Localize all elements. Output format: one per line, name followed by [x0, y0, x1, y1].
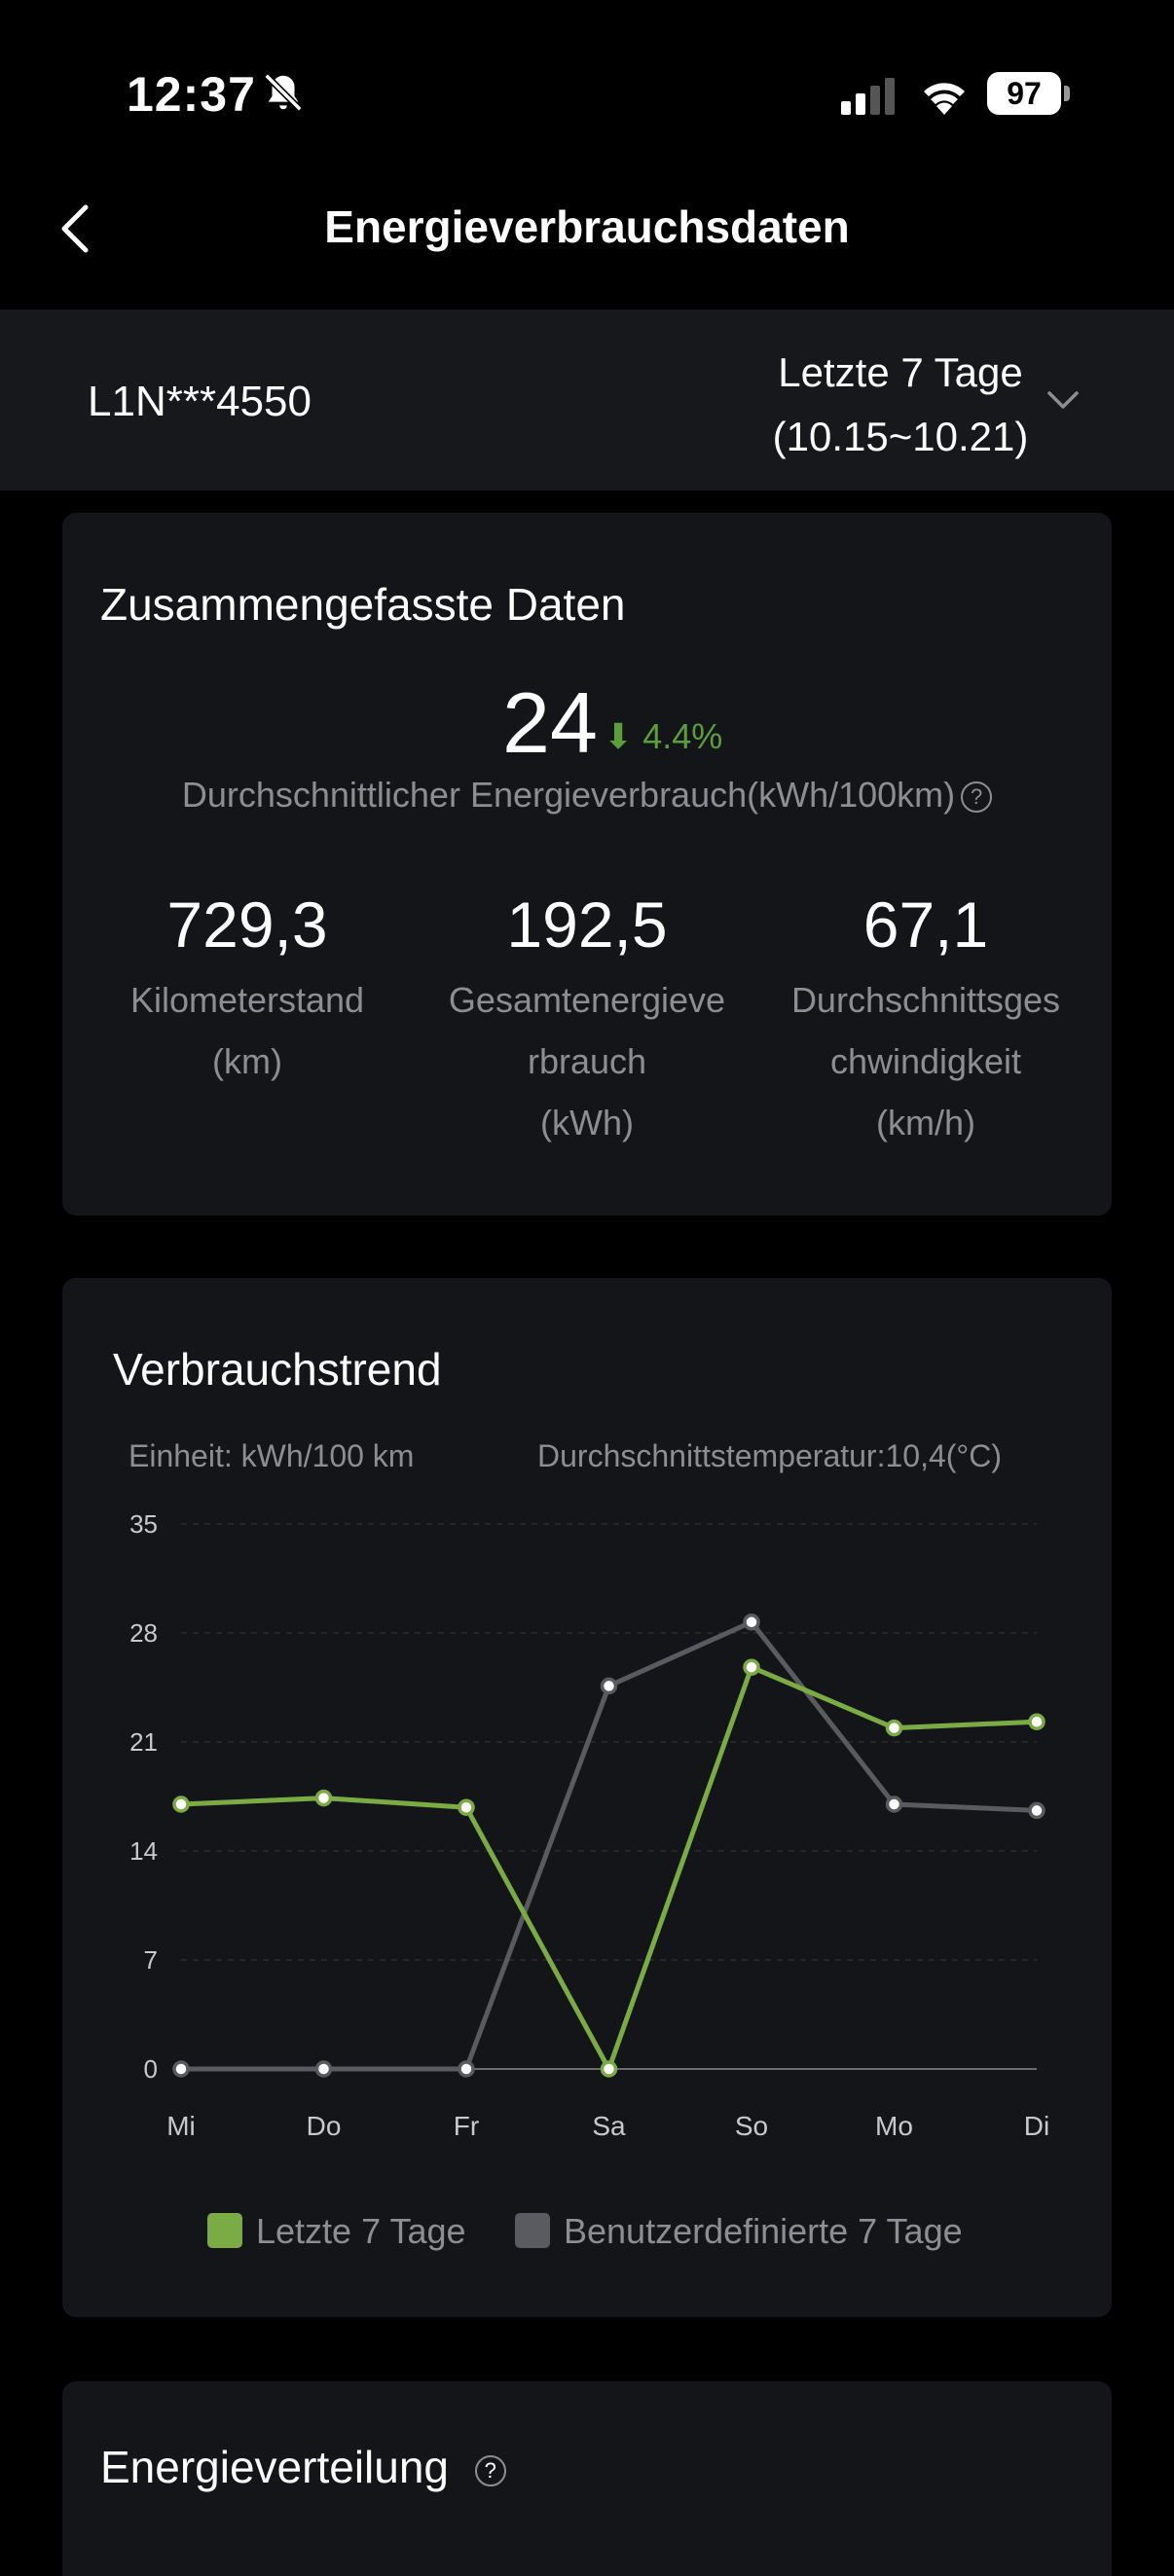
help-icon[interactable]: ? — [474, 2454, 506, 2486]
y-tick-label: 7 — [144, 1945, 158, 1975]
battery-nub — [1064, 86, 1070, 101]
x-tick-label: Sa — [592, 2111, 626, 2141]
stat-total-energy: 192,5 Gesamtenergieve rbrauch (kWh) — [426, 886, 748, 1153]
y-tick-label: 28 — [129, 1618, 158, 1648]
battery-indicator: 97 — [987, 72, 1071, 115]
vehicle-id: L1N***4550 — [88, 378, 312, 425]
period-label: Letzte 7 Tage — [778, 349, 1023, 395]
data-point — [600, 1677, 618, 1695]
battery-level: 97 — [987, 72, 1061, 115]
distribution-card — [62, 2381, 1112, 2576]
data-point — [1028, 1713, 1046, 1730]
data-point — [314, 1789, 333, 1807]
down-arrow-icon: ⬇ — [604, 716, 634, 756]
legend-item-custom-7-days[interactable]: Benutzerdefinierte 7 Tage — [515, 2211, 963, 2260]
stat-mileage: 729,3 Kilometerstand (km) — [87, 886, 408, 1092]
series-line — [180, 1664, 1038, 2072]
y-tick-label: 0 — [144, 2054, 158, 2084]
legend-swatch-gray — [515, 2213, 550, 2249]
distribution-title: Energieverteilung ? — [100, 2441, 506, 2493]
trend-card — [62, 1278, 1112, 2317]
data-point — [743, 1658, 760, 1676]
period-range: (10.15~10.21) — [772, 414, 1029, 459]
stat-value: 67,1 — [862, 889, 989, 961]
data-point — [885, 1719, 903, 1737]
avg-change: ⬇ 4.4% — [604, 716, 722, 757]
data-point — [172, 2060, 190, 2078]
y-tick-label: 21 — [129, 1727, 158, 1757]
stat-avg-speed: 67,1 Durchschnittsges chwindigkeit (km/h… — [765, 886, 1086, 1153]
legend-label: Benutzerdefinierte 7 Tage — [564, 2211, 963, 2251]
data-point — [600, 2060, 618, 2078]
stat-value: 729,3 — [166, 889, 328, 961]
x-tick-label: Fr — [454, 2111, 479, 2141]
distribution-title-text: Energieverteilung — [100, 2442, 450, 2492]
data-point — [743, 1614, 760, 1631]
x-tick-label: Di — [1024, 2111, 1049, 2141]
stat-value: 192,5 — [506, 889, 668, 961]
data-point — [314, 2060, 333, 2078]
trend-title: Verbrauchstrend — [113, 1344, 442, 1395]
x-tick-label: Do — [307, 2111, 342, 2141]
help-icon[interactable]: ? — [961, 781, 993, 814]
back-arrow-icon[interactable] — [56, 200, 95, 258]
status-time: 12:37 — [127, 67, 256, 122]
page-title: Energieverbrauchsdaten — [324, 201, 850, 252]
y-tick-label: 14 — [129, 1836, 158, 1866]
stat-label: Kilometerstand (km) — [129, 980, 365, 1081]
legend-label: Letzte 7 Tage — [256, 2211, 466, 2251]
chart-unit: Einheit: kWh/100 km — [128, 1438, 415, 1473]
legend-swatch-green — [207, 2213, 242, 2249]
legend-item-last-7-days[interactable]: Letzte 7 Tage — [207, 2211, 466, 2260]
x-tick-label: Mo — [875, 2111, 913, 2141]
summary-card — [62, 513, 1112, 1215]
avg-change-value: 4.4% — [642, 716, 723, 756]
consumption-trend-chart: 0 7 14 21 28 35 Mi Do Fr Sa So Mo Di — [129, 1509, 1049, 2141]
data-point — [458, 2060, 475, 2078]
x-tick-label: Mi — [166, 2111, 196, 2141]
data-point — [1028, 1801, 1046, 1820]
x-tick-label: So — [735, 2111, 768, 2141]
avg-consumption-value: 24 — [502, 674, 598, 771]
data-point — [458, 1798, 475, 1816]
bell-muted-icon — [264, 73, 303, 112]
chart-temperature: Durchschnittstemperatur:10,4(°C) — [537, 1438, 1002, 1473]
chevron-down-icon[interactable] — [1042, 380, 1084, 422]
data-point — [172, 1796, 190, 1813]
stat-label: Gesamtenergieve rbrauch (kWh) — [448, 980, 726, 1143]
cellular-signal-icon — [841, 78, 895, 115]
avg-consumption-text: Durchschnittlicher Energieverbrauch(kWh/… — [181, 775, 956, 815]
avg-consumption-label: Durchschnittlicher Energieverbrauch(kWh/… — [117, 775, 1057, 816]
wifi-icon — [924, 83, 965, 115]
period-dropdown[interactable]: Letzte 7 Tage (10.15~10.21) — [740, 341, 1061, 469]
stat-label: Durchschnittsges chwindigkeit (km/h) — [790, 980, 1061, 1143]
vehicle-period-selector[interactable]: L1N***4550 Letzte 7 Tage (10.15~10.21) — [0, 309, 1174, 490]
data-point — [885, 1796, 903, 1813]
summary-title: Zusammengefasste Daten — [100, 579, 626, 630]
y-tick-label: 35 — [129, 1509, 158, 1539]
status-bar: 12:37 97 — [0, 0, 1174, 185]
